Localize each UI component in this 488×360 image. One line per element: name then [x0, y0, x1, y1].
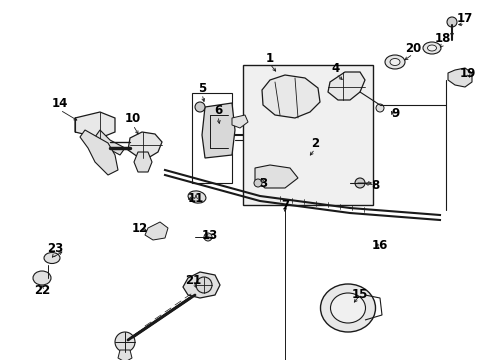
Ellipse shape	[44, 252, 60, 264]
Polygon shape	[128, 132, 162, 158]
Polygon shape	[262, 75, 319, 118]
Text: 4: 4	[331, 62, 340, 75]
Circle shape	[195, 102, 204, 112]
Text: 2: 2	[310, 136, 318, 149]
Polygon shape	[327, 72, 364, 100]
Circle shape	[375, 104, 383, 112]
Circle shape	[354, 178, 364, 188]
Ellipse shape	[422, 42, 440, 54]
Text: 9: 9	[390, 107, 398, 120]
Circle shape	[203, 233, 212, 241]
Text: 11: 11	[187, 192, 203, 204]
Circle shape	[446, 17, 456, 27]
Text: 3: 3	[259, 176, 266, 189]
Ellipse shape	[389, 58, 399, 66]
Text: 6: 6	[213, 104, 222, 117]
Text: 22: 22	[34, 284, 50, 297]
Polygon shape	[118, 350, 132, 360]
Polygon shape	[183, 272, 220, 298]
Circle shape	[196, 277, 212, 293]
Ellipse shape	[33, 271, 51, 285]
Polygon shape	[254, 165, 297, 188]
Polygon shape	[145, 222, 168, 240]
Text: 14: 14	[52, 96, 68, 109]
Text: 23: 23	[47, 242, 63, 255]
Polygon shape	[231, 115, 247, 128]
Text: 21: 21	[184, 274, 201, 287]
Text: 8: 8	[370, 179, 378, 192]
Text: 13: 13	[202, 229, 218, 242]
Ellipse shape	[384, 55, 404, 69]
Text: 16: 16	[371, 239, 387, 252]
Text: 15: 15	[351, 288, 367, 302]
Text: 19: 19	[459, 67, 475, 80]
Text: 5: 5	[198, 81, 206, 95]
Text: 7: 7	[281, 198, 288, 212]
Polygon shape	[75, 112, 115, 138]
Bar	[243, 65, 372, 205]
Bar	[192, 93, 231, 183]
Text: 10: 10	[124, 112, 141, 125]
Ellipse shape	[188, 191, 205, 203]
Polygon shape	[447, 68, 471, 87]
Ellipse shape	[320, 284, 375, 332]
Polygon shape	[80, 130, 118, 175]
Text: 20: 20	[404, 41, 420, 54]
Ellipse shape	[427, 45, 436, 51]
Text: 12: 12	[132, 221, 148, 234]
Text: 1: 1	[265, 51, 273, 64]
Polygon shape	[95, 130, 125, 155]
Circle shape	[253, 179, 262, 187]
Ellipse shape	[330, 293, 365, 323]
Polygon shape	[202, 103, 235, 158]
Text: 17: 17	[456, 12, 472, 24]
Circle shape	[115, 332, 135, 352]
Polygon shape	[134, 152, 152, 172]
Text: 18: 18	[434, 32, 450, 45]
